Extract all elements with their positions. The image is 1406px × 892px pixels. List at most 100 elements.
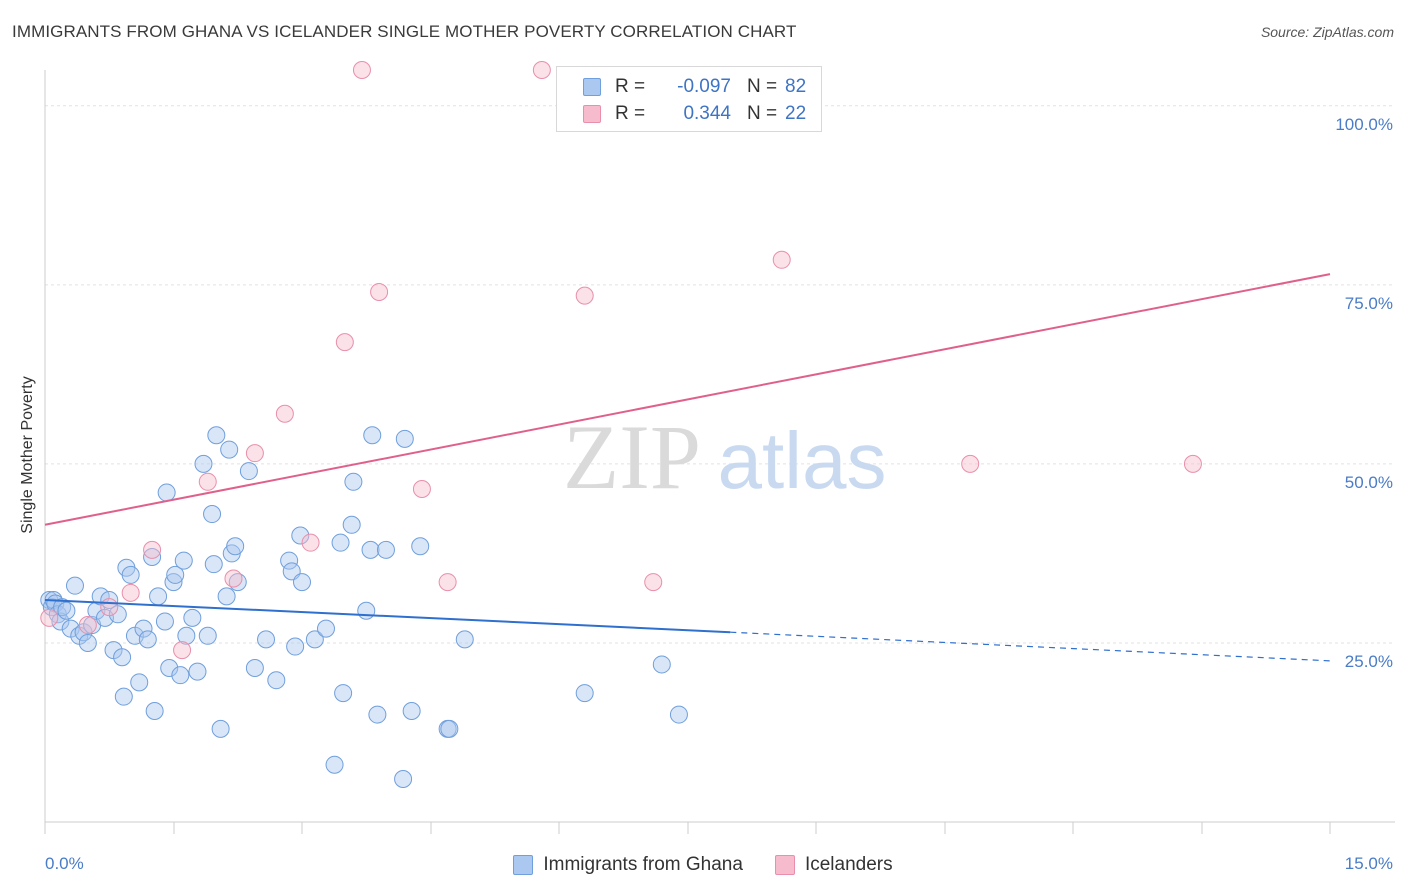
ghana-point — [42, 598, 61, 617]
legend-swatch-blue — [513, 855, 534, 875]
x-tick-label: 15.0% — [1345, 854, 1393, 873]
ghana-point — [286, 637, 305, 656]
icelander-trend-line — [44, 273, 1331, 526]
ghana-point — [203, 505, 222, 524]
ghana-point — [376, 540, 395, 559]
watermark-zip: ZIP — [563, 406, 701, 508]
ghana-point — [575, 684, 594, 703]
ghana-point — [334, 684, 353, 703]
legend-swatch-blue — [583, 78, 601, 96]
ghana-point — [155, 612, 174, 631]
ghana-point — [198, 626, 217, 645]
ghana-point — [344, 472, 363, 491]
legend-r-label: R = — [615, 103, 646, 124]
ghana-point — [194, 454, 213, 473]
ghana-point — [51, 612, 70, 631]
legend-n-label: N = — [747, 76, 778, 97]
ghana-point — [293, 573, 311, 592]
ghana-point — [114, 687, 133, 706]
ghana-point — [669, 705, 688, 724]
ghana-point — [134, 619, 153, 638]
ghana-point — [138, 630, 157, 649]
ghana-point — [394, 770, 413, 789]
ghana-point — [183, 608, 202, 627]
icelander-point — [335, 333, 354, 352]
ghana-point — [411, 537, 430, 556]
ghana-point — [652, 655, 671, 674]
y-tick-label: 75.0% — [1345, 294, 1393, 313]
icelander-point — [532, 61, 551, 79]
ghana-point — [305, 630, 324, 649]
y-tick-label: 50.0% — [1345, 473, 1393, 492]
ghana-point — [280, 551, 299, 570]
ghana-point — [78, 633, 97, 652]
ghana-point — [316, 619, 335, 638]
icelander-point — [961, 454, 980, 473]
ghana-point — [217, 587, 236, 606]
ghana-point — [174, 551, 193, 570]
legend-n-value: 82 — [785, 76, 807, 97]
ghana-point — [160, 659, 179, 678]
ghana-point — [455, 630, 474, 649]
icelander-point — [772, 250, 791, 269]
watermark-atlas: atlas — [718, 416, 887, 505]
icelander-point — [644, 573, 663, 592]
watermark: ZIP atlas — [563, 406, 886, 508]
x-tick-label: 0.0% — [45, 854, 84, 873]
ghana-point — [171, 666, 190, 685]
ghana-point — [130, 673, 149, 692]
legend-n-label: N = — [747, 103, 778, 124]
icelander-point — [40, 608, 59, 627]
ghana-point — [211, 719, 230, 738]
x-tick-labels: 0.0% 15.0% — [45, 854, 1393, 873]
ghana-point — [204, 555, 223, 574]
icelander-point — [412, 479, 431, 498]
legend-label-icelanders: Icelanders — [804, 854, 893, 875]
icelander-point — [370, 283, 389, 302]
ghana-point — [188, 662, 207, 681]
y-tick-labels: 25.0% 50.0% 75.0% 100.0% — [1335, 115, 1393, 671]
ghana-point — [100, 590, 119, 609]
legend-item-ghana[interactable]: Immigrants from Ghana — [513, 854, 743, 876]
legend-r-value: -0.097 — [677, 76, 731, 97]
series-ghana-points — [40, 426, 688, 789]
legend-row-ghana: R = -0.097 N = 82 — [557, 73, 806, 101]
legend-swatch-pink — [583, 105, 601, 123]
source-label: Source: ZipAtlas.com — [1260, 24, 1394, 40]
ghana-point — [342, 515, 361, 534]
icelander-point — [198, 472, 217, 491]
axes — [44, 70, 1395, 834]
icelander-point — [121, 583, 140, 602]
ghana-point — [239, 462, 258, 481]
ghana-point — [402, 701, 421, 720]
ghana-trend-line — [44, 598, 731, 634]
ghana-point — [220, 440, 239, 459]
icelander-point — [1183, 454, 1202, 473]
ghana-point — [157, 483, 176, 502]
icelander-point — [352, 61, 371, 79]
legend-item-icelanders[interactable]: Icelanders — [774, 854, 893, 876]
ghana-point — [226, 537, 245, 556]
ghana-point — [149, 587, 168, 606]
ghana-point — [245, 659, 264, 678]
ghana-point — [177, 626, 196, 645]
icelander-point — [78, 616, 97, 635]
icelander-point — [100, 598, 119, 617]
ghana-point — [57, 601, 76, 620]
ghana-point — [145, 701, 164, 720]
y-tick-label: 25.0% — [1345, 652, 1393, 671]
y-tick-label: 100.0% — [1335, 115, 1393, 134]
legend-r-value: 0.344 — [683, 103, 731, 124]
icelander-point — [245, 444, 264, 463]
ghana-point — [121, 565, 140, 584]
ghana-point — [143, 548, 162, 567]
icelander-point — [301, 533, 320, 552]
ghana-point — [166, 565, 185, 584]
icelander-point — [173, 641, 192, 660]
series-icelanders-points — [40, 61, 1202, 660]
legend-label-ghana: Immigrants from Ghana — [543, 854, 743, 875]
ghana-point — [361, 540, 380, 559]
grid-lines — [45, 105, 1395, 644]
series-legend: Immigrants from Ghana Icelanders — [0, 852, 1406, 878]
